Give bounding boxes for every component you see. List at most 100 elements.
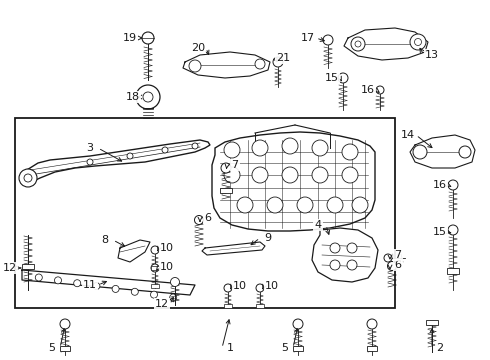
Text: 7: 7 [231,160,239,170]
Circle shape [74,280,81,287]
Circle shape [162,147,168,153]
Polygon shape [312,228,378,282]
Circle shape [252,167,268,183]
Bar [447,268,459,274]
Text: 21: 21 [276,53,290,63]
Bar [293,346,303,351]
Circle shape [330,243,340,253]
Polygon shape [118,240,150,262]
Circle shape [282,138,298,154]
Circle shape [367,319,377,329]
Circle shape [127,153,133,159]
Circle shape [136,85,160,109]
Circle shape [297,197,313,213]
Circle shape [252,140,268,156]
Bar [22,264,34,269]
Circle shape [224,167,240,183]
Polygon shape [410,135,475,168]
Circle shape [347,260,357,270]
Text: 10: 10 [160,262,174,272]
Polygon shape [212,132,375,231]
Circle shape [189,60,201,72]
Text: 9: 9 [265,233,271,243]
Circle shape [35,274,42,281]
Circle shape [19,169,37,187]
Circle shape [256,284,264,292]
Circle shape [410,34,426,50]
Text: 13: 13 [425,50,439,60]
Text: 10: 10 [233,281,247,291]
Text: 11: 11 [83,280,97,290]
Bar [151,284,159,288]
Text: 10: 10 [160,243,174,253]
Circle shape [24,174,32,182]
Circle shape [221,163,231,173]
Text: 3: 3 [87,143,94,153]
Circle shape [170,294,177,301]
Circle shape [384,254,392,262]
Polygon shape [202,242,265,255]
Circle shape [448,225,458,235]
Circle shape [352,197,368,213]
Circle shape [224,142,240,158]
Circle shape [347,243,357,253]
Bar [151,266,159,270]
Circle shape [376,86,384,94]
Polygon shape [183,52,270,78]
Circle shape [237,197,253,213]
Circle shape [312,167,328,183]
Circle shape [312,140,328,156]
Circle shape [338,73,348,83]
Circle shape [330,260,340,270]
Circle shape [273,57,283,67]
Bar [367,346,377,351]
Circle shape [282,167,298,183]
Text: 5: 5 [49,343,55,353]
Circle shape [448,180,458,190]
Text: 2: 2 [437,343,443,353]
Circle shape [54,277,62,284]
Circle shape [459,146,471,158]
Circle shape [171,278,179,287]
Text: 16: 16 [433,180,447,190]
Text: 15: 15 [433,227,447,237]
Text: 6: 6 [394,260,401,270]
Circle shape [142,32,154,44]
Circle shape [267,197,283,213]
Text: 12: 12 [155,299,169,309]
Text: 17: 17 [301,33,315,43]
Circle shape [112,285,119,292]
Circle shape [192,143,198,149]
Circle shape [150,291,157,298]
Circle shape [87,159,93,165]
Circle shape [293,319,303,329]
Text: 20: 20 [191,43,205,53]
Circle shape [323,35,333,45]
Text: 8: 8 [101,235,109,245]
Circle shape [351,37,365,51]
Circle shape [151,264,159,272]
Circle shape [355,41,361,47]
Bar [220,188,232,193]
Circle shape [143,92,153,102]
Text: 18: 18 [126,92,140,102]
Bar [224,304,232,308]
Text: 16: 16 [361,85,375,95]
Circle shape [342,167,358,183]
Circle shape [327,197,343,213]
Polygon shape [22,140,210,185]
Polygon shape [344,28,428,60]
Circle shape [131,288,138,295]
Bar [15,118,395,308]
Text: 4: 4 [315,220,321,230]
Text: 14: 14 [401,130,415,140]
Circle shape [415,39,421,45]
Circle shape [388,261,396,270]
Text: 7: 7 [394,250,402,260]
Text: 10: 10 [265,281,279,291]
Bar [256,304,264,308]
Circle shape [224,284,232,292]
Circle shape [60,319,70,329]
Text: 6: 6 [204,213,212,223]
Circle shape [93,283,100,289]
